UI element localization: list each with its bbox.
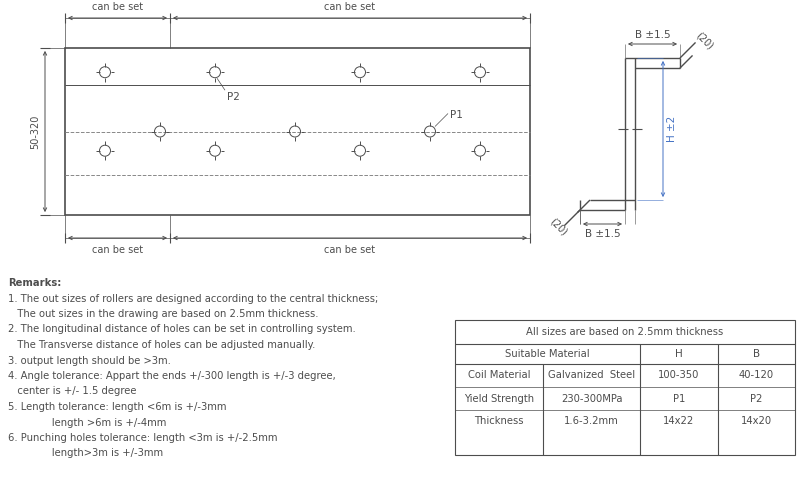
- Text: 2. The longitudinal distance of holes can be set in controlling system.: 2. The longitudinal distance of holes ca…: [8, 324, 356, 335]
- Text: P1: P1: [673, 394, 685, 404]
- Text: Remarks:: Remarks:: [8, 278, 62, 288]
- Text: 3. output length should be >3m.: 3. output length should be >3m.: [8, 356, 171, 365]
- Text: 1.6-3.2mm: 1.6-3.2mm: [564, 417, 619, 427]
- Text: The Transverse distance of holes can be adjusted manually.: The Transverse distance of holes can be …: [8, 340, 315, 350]
- Text: Thickness: Thickness: [474, 417, 524, 427]
- Text: can be set: can be set: [325, 2, 375, 12]
- Text: H: H: [675, 349, 683, 359]
- Bar: [65, 48, 530, 215]
- Text: 14x20: 14x20: [741, 417, 772, 427]
- Text: can be set: can be set: [92, 2, 143, 12]
- Text: B: B: [753, 349, 760, 359]
- Text: 100-350: 100-350: [658, 371, 700, 381]
- Text: H ±2: H ±2: [667, 116, 677, 142]
- Text: P2: P2: [750, 394, 762, 404]
- Text: 6. Punching holes tolerance: length <3m is +/-2.5mm: 6. Punching holes tolerance: length <3m …: [8, 433, 278, 443]
- Text: 230-300MPa: 230-300MPa: [561, 394, 622, 404]
- Text: length >6m is +/-4mm: length >6m is +/-4mm: [8, 418, 166, 428]
- Text: 1. The out sizes of rollers are designed according to the central thickness;: 1. The out sizes of rollers are designed…: [8, 293, 378, 303]
- Text: P2: P2: [227, 92, 240, 102]
- Text: center is +/- 1.5 degree: center is +/- 1.5 degree: [8, 386, 137, 396]
- Text: 40-120: 40-120: [739, 371, 774, 381]
- Text: Yield Strength: Yield Strength: [464, 394, 534, 404]
- Text: (20): (20): [548, 217, 570, 238]
- Text: 14x22: 14x22: [663, 417, 694, 427]
- Text: Galvanized  Steel: Galvanized Steel: [548, 371, 635, 381]
- Text: can be set: can be set: [325, 245, 375, 255]
- Text: All sizes are based on 2.5mm thickness: All sizes are based on 2.5mm thickness: [526, 327, 724, 337]
- Text: 5. Length tolerance: length <6m is +/-3mm: 5. Length tolerance: length <6m is +/-3m…: [8, 402, 226, 412]
- Text: length>3m is +/-3mm: length>3m is +/-3mm: [8, 448, 163, 458]
- Text: can be set: can be set: [92, 245, 143, 255]
- Text: B ±1.5: B ±1.5: [585, 229, 620, 239]
- Text: B ±1.5: B ±1.5: [634, 30, 670, 40]
- Text: 50-320: 50-320: [30, 114, 40, 149]
- Text: The out sizes in the drawing are based on 2.5mm thickness.: The out sizes in the drawing are based o…: [8, 309, 318, 319]
- Text: P1: P1: [450, 109, 463, 120]
- Text: (20): (20): [694, 30, 715, 51]
- Text: Suitable Material: Suitable Material: [505, 349, 590, 359]
- Text: 4. Angle tolerance: Appart the ends +/-300 length is +/-3 degree,: 4. Angle tolerance: Appart the ends +/-3…: [8, 371, 336, 381]
- Bar: [455, 320, 795, 455]
- Text: Coil Material: Coil Material: [468, 371, 530, 381]
